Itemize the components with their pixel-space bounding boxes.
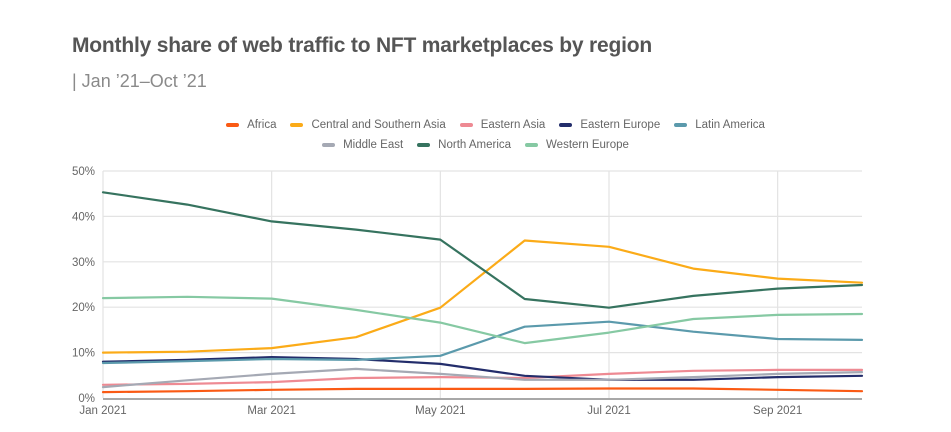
y-tick-label: 40% xyxy=(72,211,95,223)
legend-label-central-southern-asia: Central and Southern Asia xyxy=(311,119,446,131)
axes xyxy=(102,171,862,400)
legend-item-africa: Africa xyxy=(226,119,276,131)
legend-swatch-middle-east xyxy=(322,143,336,147)
legend-label-north-america: North America xyxy=(438,139,512,151)
chart-title: Monthly share of web traffic to NFT mark… xyxy=(72,34,653,57)
y-tick-label: 0% xyxy=(78,393,95,405)
legend-item-north-america: North America xyxy=(417,139,511,151)
grid xyxy=(103,170,862,398)
legend-swatch-eastern-asia xyxy=(459,123,473,127)
legend-label-middle-east: Middle East xyxy=(343,139,404,151)
legend-item-central-southern-asia: Central and Southern Asia xyxy=(290,119,446,131)
x-tick-label: May 2021 xyxy=(415,405,466,417)
legend-label-africa: Africa xyxy=(247,119,277,131)
x-axis-ticks: Jan 2021 Mar 2021 May 2021 Jul 2021 Sep 2021 xyxy=(79,405,802,417)
legend-swatch-latin-america xyxy=(674,123,688,127)
series-line-latin-america xyxy=(101,320,864,365)
y-tick-label: 20% xyxy=(72,302,95,314)
legend-swatch-north-america xyxy=(417,143,431,147)
series-line-eastern-europe xyxy=(101,356,864,381)
series-line-central-and-southern-asia xyxy=(101,239,864,354)
legend-row-2: Middle East North America Western Europe xyxy=(0,139,951,151)
x-tick-label: Jan 2021 xyxy=(79,405,126,417)
series-lines xyxy=(101,191,864,394)
legend-swatch-central-southern-asia xyxy=(290,123,304,127)
series-line-africa xyxy=(101,387,864,394)
y-tick-label: 30% xyxy=(72,257,95,269)
legend-item-eastern-asia: Eastern Asia xyxy=(459,119,546,131)
legend-item-western-europe: Western Europe xyxy=(525,139,629,151)
y-tick-label: 10% xyxy=(72,348,95,360)
legend-label-latin-america: Latin America xyxy=(695,119,765,131)
legend-swatch-africa xyxy=(226,123,240,127)
legend-label-eastern-asia: Eastern Asia xyxy=(480,119,546,131)
legend-item-middle-east: Middle East xyxy=(322,139,403,151)
chart-subtitle: | Jan ’21–Oct ’21 xyxy=(72,71,207,91)
x-tick-label: Mar 2021 xyxy=(247,405,296,417)
legend-swatch-eastern-europe xyxy=(559,123,573,127)
legend-item-eastern-europe: Eastern Europe xyxy=(559,119,660,131)
legend-row-1: Africa Central and Southern Asia Eastern… xyxy=(0,119,951,131)
series-line-western-europe xyxy=(101,295,864,345)
legend-item-latin-america: Latin America xyxy=(674,119,765,131)
y-tick-label: 50% xyxy=(72,166,95,178)
legend-label-eastern-europe: Eastern Europe xyxy=(580,119,661,131)
series-line-middle-east xyxy=(101,367,864,389)
legend-swatch-western-europe xyxy=(525,143,539,147)
y-axis-ticks: 0% 10% 20% 30% 40% 50% xyxy=(72,166,95,405)
series-line-north-america xyxy=(101,191,864,309)
legend-label-western-europe: Western Europe xyxy=(546,139,629,151)
x-tick-label: Sep 2021 xyxy=(753,405,802,417)
x-tick-label: Jul 2021 xyxy=(587,405,630,417)
